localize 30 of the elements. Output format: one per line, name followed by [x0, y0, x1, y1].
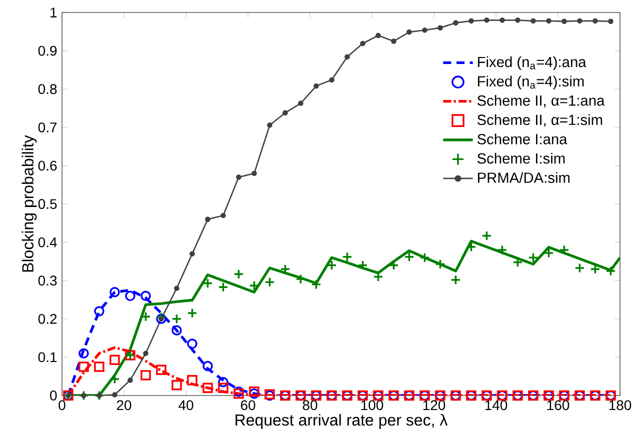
legend-label: Scheme II, α=1:ana: [477, 94, 605, 108]
y-tick-label: 0.4: [38, 237, 57, 248]
y-tick-label: 0: [50, 390, 57, 400]
y-tick-label: 0.9: [38, 46, 57, 56]
y-tick-label: 0.7: [38, 122, 57, 132]
legend-label: PRMA/DA:sim: [478, 172, 570, 183]
x-tick-label: 140: [485, 400, 508, 410]
y-tick-label: 0.3: [38, 276, 57, 286]
y-tick-label: 0.2: [38, 314, 57, 324]
y-axis-title: Blocking probability: [22, 135, 37, 272]
x-tick-label: 100: [361, 400, 384, 410]
legend-label: Scheme I:ana: [477, 134, 568, 144]
x-tick-label: 0: [58, 400, 66, 410]
legend-label: Fixed (n$_{a}$=4):sim: [478, 76, 584, 90]
y-tick-label: 0.1: [38, 352, 57, 362]
x-tick-label: 120: [423, 400, 446, 410]
x-tick-label: 160: [547, 400, 570, 410]
x-tick-label: 180: [609, 400, 632, 410]
y-tick-label: 1: [50, 8, 57, 18]
legend-label: Scheme I:sim: [477, 152, 565, 164]
y-tick-label: 0.5: [38, 199, 57, 209]
x-tick-label: 20: [116, 400, 132, 410]
legend-label: Scheme II, α=1:sim: [477, 114, 602, 127]
x-axis-title: Request arrival rate per sec, λ: [236, 414, 448, 429]
y-tick-label: 0.8: [38, 84, 57, 94]
x-tick-label: 60: [240, 400, 256, 410]
x-tick-label: 40: [178, 400, 194, 410]
legend-label: Fixed (n$_{a}$=4):ana: [478, 56, 586, 70]
y-tick-label: 0.6: [38, 160, 57, 171]
x-tick-label: 80: [302, 400, 318, 410]
